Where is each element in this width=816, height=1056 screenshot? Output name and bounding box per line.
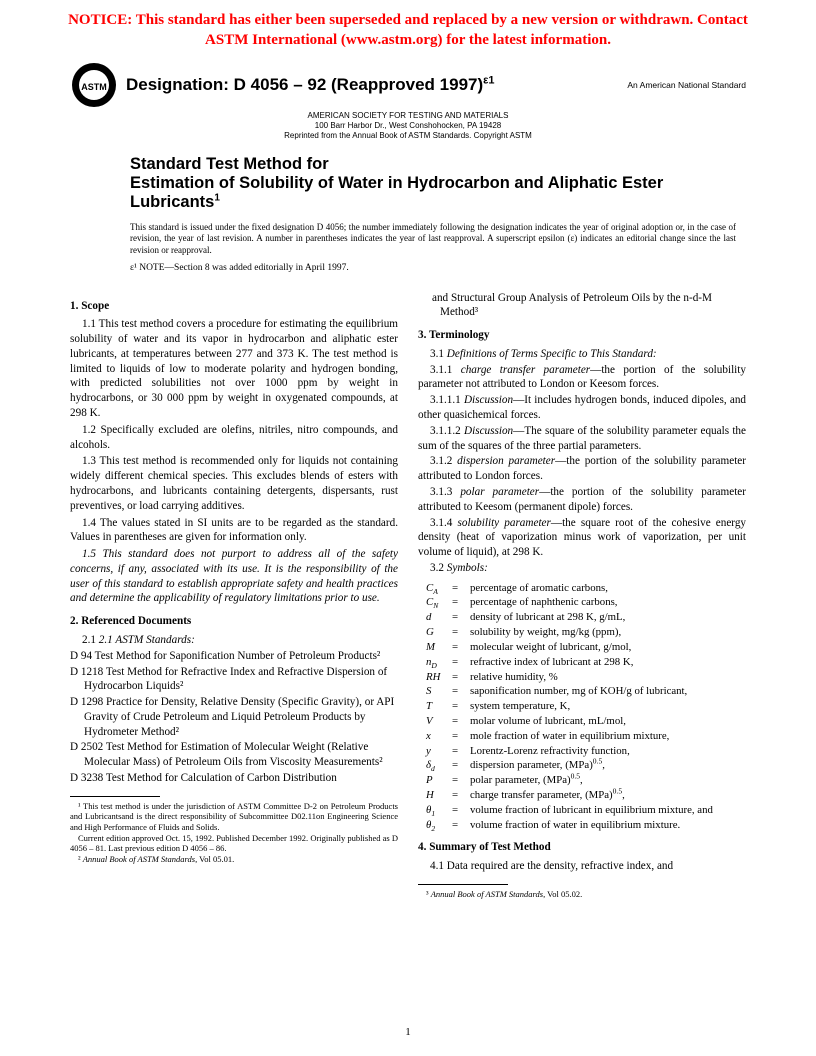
section-3-head: 3. Terminology [418,328,746,343]
symbol-row: G=solubility by weight, mg/kg (ppm), [426,626,746,640]
para-3-1-2: 3.1.2 dispersion parameter—the portion o… [418,454,746,484]
ref-item: D 2502 Test Method for Estimation of Mol… [84,740,398,770]
symbol-row: nD=refractive index of lubricant at 298 … [426,656,746,670]
left-column: 1. Scope 1.1 This test method covers a p… [70,291,398,900]
para-3-1-1: 3.1.1 charge transfer parameter—the port… [418,363,746,393]
title-line1: Standard Test Method for [130,155,746,174]
svg-text:ASTM: ASTM [81,82,107,92]
para-2-1: 2.1 2.1 ASTM Standards: [70,633,398,648]
symbol-row: θ1=volume fraction of lubricant in equil… [426,804,746,818]
society-line1: AMERICAN SOCIETY FOR TESTING AND MATERIA… [0,111,816,121]
section-1-head: 1. Scope [70,299,398,314]
title-block: Standard Test Method for Estimation of S… [130,155,746,212]
society-line2: 100 Barr Harbor Dr., West Conshohocken, … [0,121,816,131]
section-2-head: 2. Referenced Documents [70,614,398,629]
designation-sup: ε1 [483,74,494,86]
editorial-note-label: ε¹ NOTE [130,263,165,273]
society-block: AMERICAN SOCIETY FOR TESTING AND MATERIA… [0,111,816,141]
title-line2: Estimation of Solubility of Water in Hyd… [130,174,746,212]
symbol-row: H=charge transfer parameter, (MPa)0.5, [426,789,746,803]
para-1-2: 1.2 Specifically excluded are olefins, n… [70,423,398,453]
symbol-row: S=saponification number, mg of KOH/g of … [426,685,746,699]
symbol-row: M=molecular weight of lubricant, g/mol, [426,641,746,655]
para-1-1: 1.1 This test method covers a procedure … [70,317,398,420]
national-standard-label: An American National Standard [627,80,746,90]
designation-text: Designation: D 4056 – 92 (Reapproved 199… [126,75,483,94]
ref-item: D 1218 Test Method for Refractive Index … [84,665,398,695]
footnote-2: ² Annual Book of ASTM Standards, Vol 05.… [70,854,398,865]
symbol-row: CN=percentage of naphthenic carbons, [426,596,746,610]
section-4-head: 4. Summary of Test Method [418,840,746,855]
right-column: and Structural Group Analysis of Petrole… [418,291,746,900]
para-3-2: 3.2 Symbols: [418,561,746,576]
para-1-4: 1.4 The values stated in SI units are to… [70,516,398,546]
para-3-1-4: 3.1.4 solubility parameter—the square ro… [418,516,746,560]
content-columns: 1. Scope 1.1 This test method covers a p… [0,283,816,900]
footnote-rule-right [418,884,508,885]
footnote-1: ¹ This test method is under the jurisdic… [70,801,398,833]
footnote-1b: Current edition approved Oct. 15, 1992. … [70,833,398,854]
para-4-1: 4.1 Data required are the density, refra… [418,859,746,874]
symbols-table: CA=percentage of aromatic carbons,CN=per… [426,582,746,833]
page-number: 1 [0,1026,816,1038]
symbol-row: T=system temperature, K, [426,700,746,714]
header-row: ASTM Designation: D 4056 – 92 (Reapprove… [0,57,816,109]
designation: Designation: D 4056 – 92 (Reapproved 199… [126,75,627,95]
symbol-row: CA=percentage of aromatic carbons, [426,582,746,596]
ref-continuation: and Structural Group Analysis of Petrole… [440,291,746,321]
symbol-row: y=Lorentz-Lorenz refractivity function, [426,745,746,759]
society-line3: Reprinted from the Annual Book of ASTM S… [0,131,816,141]
notice-banner: NOTICE: This standard has either been su… [0,0,816,57]
issuance-note: This standard is issued under the fixed … [130,222,736,257]
para-3-1-3: 3.1.3 polar parameter—the portion of the… [418,485,746,515]
editorial-note-text: —Section 8 was added editorially in Apri… [165,263,349,273]
para-3-1: 3.1 Definitions of Terms Specific to Thi… [418,347,746,362]
refs-list: D 94 Test Method for Saponification Numb… [70,649,398,786]
astm-logo: ASTM [70,61,118,109]
footnote-rule [70,796,160,797]
symbol-row: δd=dispersion parameter, (MPa)0.5, [426,759,746,773]
symbol-row: RH=relative humidity, % [426,671,746,685]
symbol-row: V=molar volume of lubricant, mL/mol, [426,715,746,729]
ref-item: D 94 Test Method for Saponification Numb… [84,649,398,664]
ref-item: D 1298 Practice for Density, Relative De… [84,695,398,739]
footnote-3: ³ Annual Book of ASTM Standards, Vol 05.… [418,889,746,900]
para-1-5: 1.5 This standard does not purport to ad… [70,547,398,606]
symbol-row: P=polar parameter, (MPa)0.5, [426,774,746,788]
ref-item: D 3238 Test Method for Calculation of Ca… [84,771,398,786]
para-1-3: 1.3 This test method is recommended only… [70,454,398,513]
para-3-1-1-1: 3.1.1.1 Discussion—It includes hydrogen … [418,393,746,423]
symbol-row: θ2=volume fraction of water in equilibri… [426,819,746,833]
symbol-row: x=mole fraction of water in equilibrium … [426,730,746,744]
editorial-note: ε¹ NOTE—Section 8 was added editorially … [130,263,736,273]
footnotes-left: ¹ This test method is under the jurisdic… [70,801,398,865]
symbol-row: d=density of lubricant at 298 K, g/mL, [426,611,746,625]
para-3-1-1-2: 3.1.1.2 Discussion—The square of the sol… [418,424,746,454]
footnotes-right: ³ Annual Book of ASTM Standards, Vol 05.… [418,884,746,900]
